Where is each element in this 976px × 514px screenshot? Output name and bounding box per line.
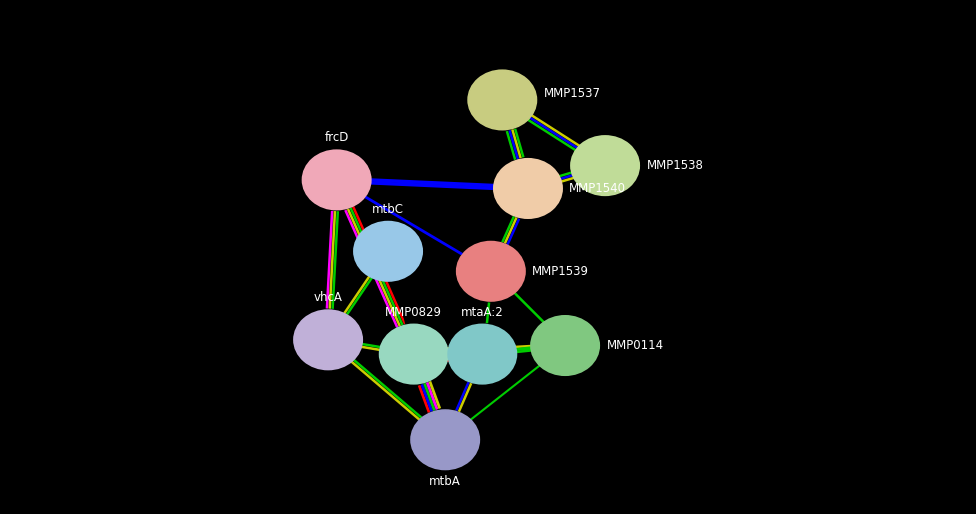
Text: mtaA:2: mtaA:2 (461, 306, 504, 319)
Ellipse shape (294, 310, 362, 370)
Ellipse shape (411, 410, 479, 469)
Text: mtbA: mtbA (429, 475, 461, 488)
Text: MMP1537: MMP1537 (544, 87, 600, 100)
Ellipse shape (354, 222, 423, 281)
Ellipse shape (468, 70, 537, 130)
Text: vhcA: vhcA (313, 291, 343, 304)
Ellipse shape (380, 324, 448, 384)
Text: frcD: frcD (324, 132, 348, 144)
Text: MMP0829: MMP0829 (386, 306, 442, 319)
Ellipse shape (571, 136, 639, 195)
Ellipse shape (457, 242, 525, 301)
Text: MMP1539: MMP1539 (532, 265, 590, 278)
Ellipse shape (448, 324, 516, 384)
Ellipse shape (303, 150, 371, 210)
Ellipse shape (531, 316, 599, 375)
Text: MMP1538: MMP1538 (646, 159, 704, 172)
Text: mtbC: mtbC (372, 203, 404, 216)
Text: MMP0114: MMP0114 (606, 339, 664, 352)
Ellipse shape (494, 159, 562, 218)
Text: MMP1540: MMP1540 (569, 182, 627, 195)
